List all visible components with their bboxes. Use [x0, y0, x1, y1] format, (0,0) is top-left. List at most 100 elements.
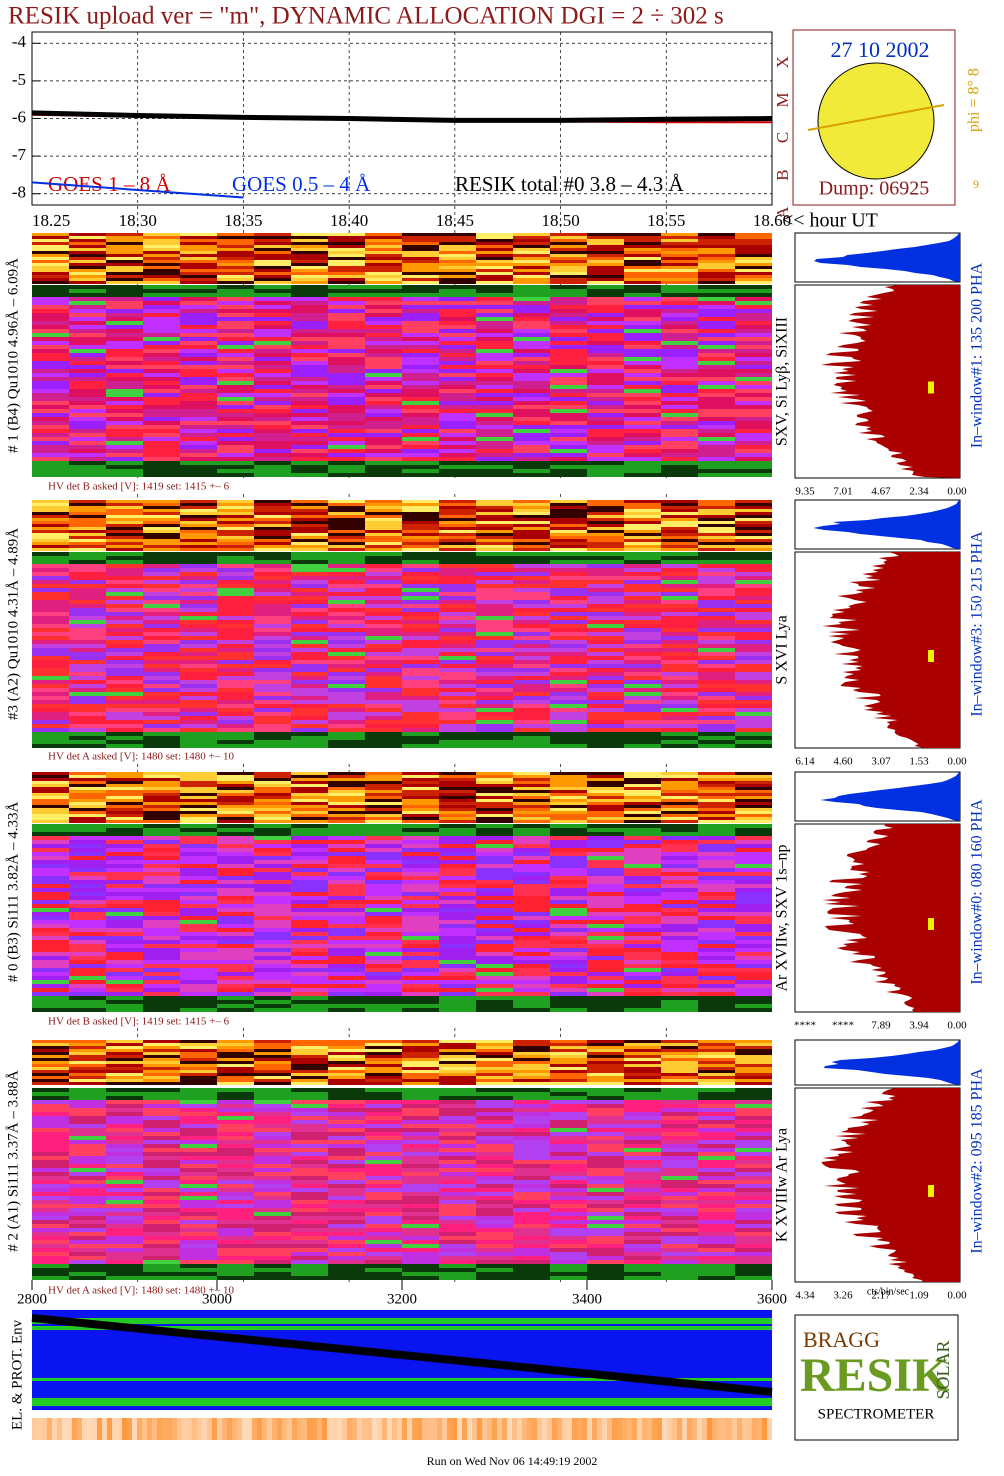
spectrogram-cell [328, 353, 365, 357]
spectrogram-cell [217, 790, 254, 793]
spectrogram-cell [291, 700, 328, 704]
spectrogram-cell [402, 700, 439, 704]
spectrogram-cell [143, 740, 180, 744]
spectrogram-cell [735, 672, 772, 676]
spectrogram-cell [69, 580, 106, 584]
spectrogram-cell [291, 864, 328, 868]
spectrogram-cell [217, 1216, 254, 1220]
spectrogram-cell [69, 365, 106, 369]
spectrogram-cell [402, 1067, 439, 1070]
spectrogram-cell [587, 820, 624, 823]
spectrogram-cell [624, 712, 661, 716]
spectrogram-cell [106, 732, 143, 736]
spectrogram-cell [328, 275, 365, 278]
spectrogram-cell [180, 381, 217, 385]
spectrogram-cell [735, 624, 772, 628]
spectrogram-cell [735, 417, 772, 421]
spectrogram-cell [550, 811, 587, 814]
spectrogram-cell [402, 1124, 439, 1128]
spectrogram-cell [439, 1049, 476, 1052]
spectrogram-cell [624, 632, 661, 636]
spectrogram-cell [217, 254, 254, 257]
spectrogram-cell [476, 278, 513, 281]
hist-tick-label: 3.07 [871, 756, 891, 768]
spectrogram-cell [143, 473, 180, 477]
spectrogram-cell [439, 242, 476, 245]
spectrogram-cell [513, 944, 550, 948]
spectrogram-cell [439, 808, 476, 811]
spectrogram-cell [217, 289, 254, 293]
spectrogram-cell [661, 417, 698, 421]
spectrogram-cell [143, 1188, 180, 1192]
spectrogram-cell [291, 724, 328, 728]
spectrogram-cell [587, 518, 624, 521]
spectrogram-cell [143, 820, 180, 823]
spectrogram-cell [698, 417, 735, 421]
spectrogram-cell [180, 664, 217, 668]
spectrogram-cell [328, 251, 365, 254]
spectrogram-cell [402, 1168, 439, 1172]
spectrogram-cell [624, 405, 661, 409]
spectrogram-cell [180, 272, 217, 275]
spectrogram-cell [365, 996, 402, 1000]
spectrogram-cell [439, 461, 476, 465]
spectrogram-cell [587, 1070, 624, 1073]
spectrogram-cell [513, 1070, 550, 1073]
spectrogram-cell [328, 880, 365, 884]
spectrogram-cell [439, 329, 476, 333]
spectrogram-cell [624, 860, 661, 864]
spectrogram-cell [106, 556, 143, 560]
spectrogram-cell [328, 1164, 365, 1168]
spectrogram-cell [439, 592, 476, 596]
spectrogram-cell [698, 1164, 735, 1168]
spectrogram-cell [587, 840, 624, 844]
spectrogram-cell [143, 793, 180, 796]
spectrogram-cell [476, 445, 513, 449]
spectrogram-cell [735, 245, 772, 248]
spectrogram-cell [513, 1220, 550, 1224]
spectrogram-cell [365, 1088, 402, 1092]
spectrogram-cell [513, 413, 550, 417]
spectrogram-cell [402, 1070, 439, 1073]
spectrogram-cell [69, 1064, 106, 1067]
spectrogram-cell [661, 1073, 698, 1076]
spectrogram-cell [254, 708, 291, 712]
spectrogram-cell [106, 381, 143, 385]
spectrogram-cell [624, 568, 661, 572]
spectrogram-cell [328, 365, 365, 369]
spectrogram-cell [624, 814, 661, 817]
spectrogram-cell [513, 469, 550, 473]
spectrogram-cell [143, 996, 180, 1000]
spectrogram-cell [106, 539, 143, 542]
spectrogram-cell [735, 469, 772, 473]
spectrogram-cell [32, 542, 69, 545]
spectrogram-cell [402, 1079, 439, 1082]
spectrogram-cell [254, 793, 291, 796]
spectrogram-cell [291, 361, 328, 365]
spectrogram-cell [69, 892, 106, 896]
spectrogram-cell [328, 1160, 365, 1164]
spectrogram-cell [513, 656, 550, 660]
spectrogram-cell [365, 381, 402, 385]
spectrogram-cell [735, 652, 772, 656]
spectrogram-cell [735, 793, 772, 796]
spectrogram-cell [698, 708, 735, 712]
spectrogram-cell [365, 515, 402, 518]
spectrogram-cell [587, 908, 624, 912]
spectrogram-cell [69, 1061, 106, 1064]
spectrogram-cell [291, 1040, 328, 1043]
spectrogram-cell [254, 1052, 291, 1055]
spectrogram-cell [439, 972, 476, 976]
spectrogram-cell [180, 892, 217, 896]
spectrogram-cell [365, 596, 402, 600]
spectrogram-cell [402, 876, 439, 880]
spectrogram-cell [365, 896, 402, 900]
spectrogram-cell [32, 940, 69, 944]
spectrogram-cell [217, 1212, 254, 1216]
spectrogram-cell [476, 636, 513, 640]
spectrogram-cell [587, 640, 624, 644]
spectrogram-cell [735, 680, 772, 684]
spectrogram-cell [69, 1004, 106, 1008]
spectrogram-cell [328, 1144, 365, 1148]
spectrogram-cell [365, 278, 402, 281]
